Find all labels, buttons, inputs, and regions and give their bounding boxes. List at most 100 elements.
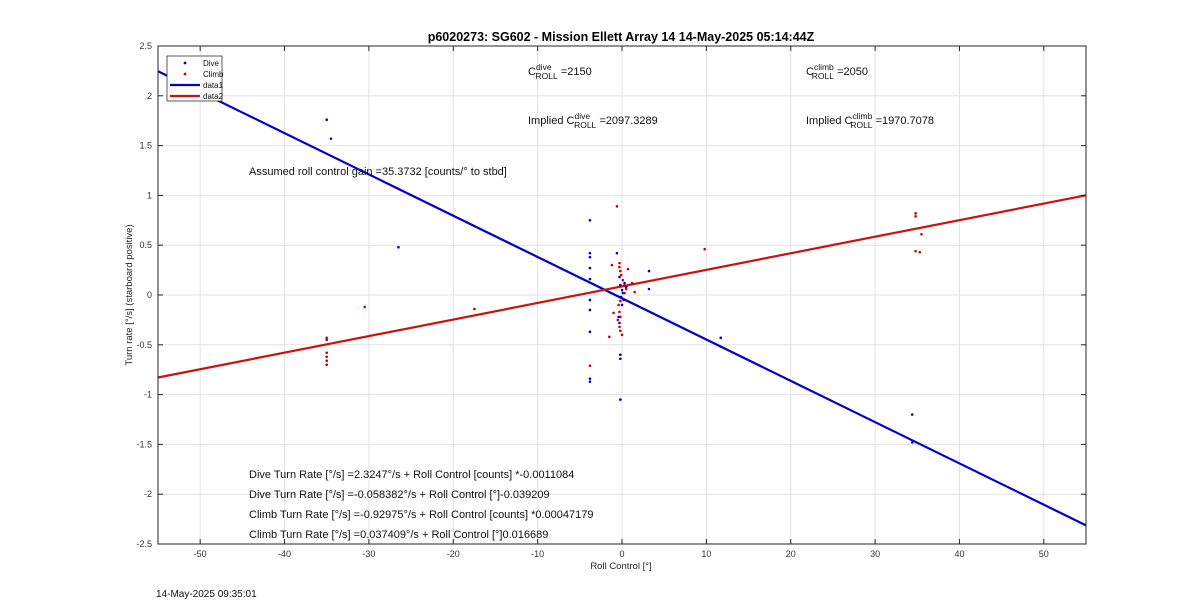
legend-dive-marker [183, 61, 187, 65]
dive-point [329, 137, 333, 140]
dive-point [910, 413, 914, 416]
legend-climb-label: Climb [203, 70, 224, 79]
climb-point [618, 261, 621, 265]
y-tick-label: 1.5 [139, 141, 152, 151]
dive-point [325, 118, 329, 122]
climb-point [633, 290, 636, 294]
climb-point [618, 325, 621, 329]
climb-point [325, 338, 329, 342]
climb-point [325, 336, 329, 340]
dive-point [619, 398, 622, 401]
dive-point [719, 336, 723, 340]
c-roll-dive-annotation: Cdive ROLL =2150 [528, 62, 592, 81]
y-tick-label: -0.5 [136, 340, 152, 350]
climb-point [623, 291, 626, 295]
chart-title: p6020273: SG602 - Mission Ellett Array 1… [428, 30, 815, 44]
dive-point [619, 357, 622, 361]
climb-point [325, 359, 329, 363]
implied-climb-value: =1970.7078 [873, 115, 934, 127]
dive-point [588, 330, 592, 334]
climb-point [619, 329, 622, 333]
c-climb-sup: climb [814, 62, 834, 72]
climb-fit-degrees: Climb Turn Rate [°/s] =0.037409°/s + Rol… [249, 529, 548, 541]
x-tick-label: 50 [1039, 549, 1049, 559]
c-dive-sub: ROLL [536, 71, 558, 81]
climb-point [618, 265, 621, 269]
dive-point [618, 275, 621, 279]
implied-dive-sub: ROLL [574, 120, 596, 130]
implied-c-roll-climb-annotation: Implied Cclimb ROLL =1970.7078 [806, 111, 934, 130]
y-tick-label: -1.5 [136, 439, 152, 449]
climb-point [363, 305, 366, 309]
climb-point [620, 333, 624, 337]
roll-gain-annotation: Assumed roll control gain =35.3732 [coun… [249, 166, 507, 178]
dive-point [647, 287, 651, 291]
climb-point [920, 232, 923, 236]
legend-data2-label: data2 [203, 92, 224, 101]
dive-point [588, 298, 592, 302]
y-tick-label: 0 [147, 290, 152, 300]
dive-point [619, 295, 623, 299]
x-tick-label: -50 [194, 549, 207, 559]
c-climb-label: C [806, 66, 814, 78]
dive-point [647, 269, 651, 273]
y-tick-label: -1 [144, 390, 152, 400]
dive-point [619, 353, 622, 357]
climb-point [618, 310, 621, 314]
climb-point [608, 335, 611, 339]
climb-point [914, 212, 917, 215]
c-roll-climb-annotation: Cclimb ROLL =2050 [806, 62, 868, 81]
x-tick-label: -20 [447, 549, 460, 559]
climb-point [630, 281, 634, 285]
dive-point [588, 377, 592, 380]
x-tick-label: -30 [362, 549, 375, 559]
x-axis-label: Roll Control [°] [590, 561, 651, 572]
climb-point [325, 351, 329, 355]
dive-point [588, 308, 592, 312]
climb-point [619, 315, 622, 319]
dive-point [588, 255, 592, 259]
implied-c-roll-dive-annotation: Implied Cdive ROLL =2097.3289 [528, 111, 658, 130]
implied-climb-sub: ROLL [850, 120, 872, 130]
dive-fit-degrees: Dive Turn Rate [°/s] =-0.058382°/s + Rol… [249, 489, 550, 501]
climb-point [617, 303, 620, 307]
implied-dive-label: Implied C [528, 115, 575, 127]
y-tick-label: 1 [147, 190, 152, 200]
data-points [325, 118, 923, 444]
climb-point [610, 263, 614, 267]
implied-dive-sup: dive [574, 111, 590, 121]
x-tick-label: 30 [870, 549, 880, 559]
dive-point [618, 321, 621, 325]
timestamp: 14-May-2025 09:35:01 [156, 589, 257, 600]
legend-data1-label: data1 [203, 81, 224, 90]
fit-line-data2 [157, 194, 1087, 379]
dive-point [588, 380, 592, 383]
dive-point [619, 283, 622, 287]
climb-point [626, 267, 630, 271]
x-tick-label: 40 [954, 549, 964, 559]
dive-point [620, 288, 624, 292]
climb-point [619, 273, 623, 277]
dive-point [397, 245, 400, 249]
climb-point [616, 318, 620, 322]
climb-point [621, 278, 625, 282]
legend: Dive Climb data1 data2 [166, 55, 224, 102]
c-dive-value: =2150 [558, 66, 592, 78]
climb-point [325, 355, 329, 359]
dive-point [622, 298, 625, 302]
fit-lines [157, 70, 1087, 527]
dive-point [910, 441, 914, 444]
implied-climb-label: Implied C [806, 115, 853, 127]
axis-ticks: -50 -40 -30 -20 -10 0 10 20 30 40 50-2.5-2-1.5-1-0… [136, 41, 1086, 559]
fit-line-data1 [157, 70, 1087, 527]
climb-point [473, 307, 476, 311]
dive-point [623, 281, 626, 285]
y-tick-label: -2.5 [136, 539, 152, 549]
y-tick-label: 0.5 [139, 240, 152, 250]
dive-point [615, 251, 619, 255]
x-tick-label: -10 [531, 549, 544, 559]
implied-dive-value: =2097.3289 [596, 115, 657, 127]
y-tick-label: -2 [144, 489, 152, 499]
y-tick-label: 2.5 [139, 41, 152, 51]
